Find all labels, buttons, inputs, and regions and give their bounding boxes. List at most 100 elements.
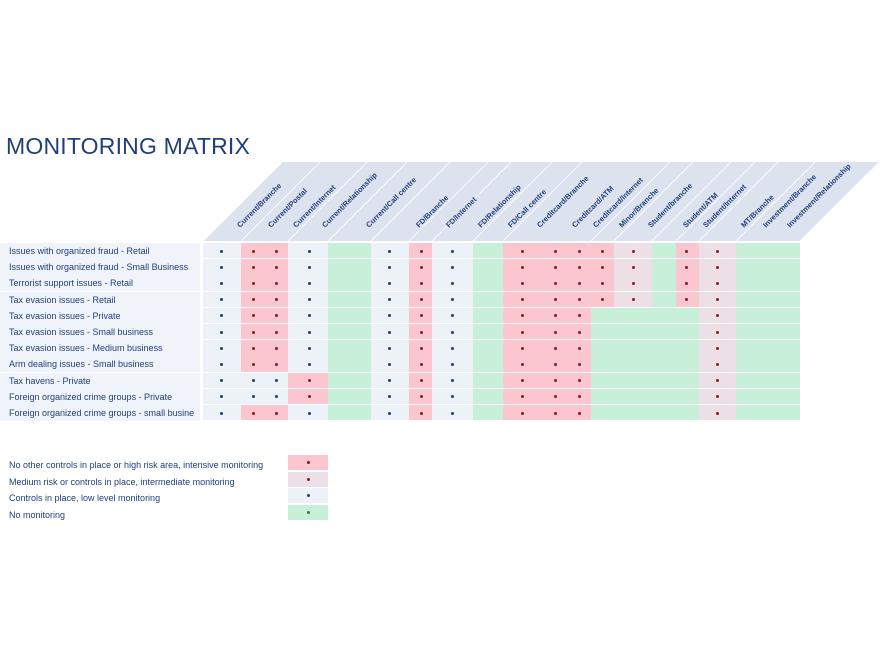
marker-dot — [520, 298, 524, 302]
header-divider — [502, 161, 583, 242]
marker-dot — [251, 379, 255, 383]
matrix-cell — [676, 307, 699, 324]
marker-dot — [387, 314, 391, 318]
matrix-cell — [736, 243, 800, 259]
column-header-label: MT/Branche — [739, 193, 776, 230]
marker-dot — [274, 379, 278, 383]
legend-label: No other controls in place or high risk … — [9, 460, 264, 470]
matrix-cell — [503, 340, 591, 356]
column-header-label: FD/Relationship — [476, 182, 523, 229]
matrix-cell — [473, 307, 503, 324]
marker-dot — [631, 281, 635, 285]
marker-dot — [450, 265, 454, 269]
marker-dot — [307, 346, 311, 350]
header-divider — [408, 161, 489, 242]
header-divider — [799, 161, 880, 242]
matrix-cell — [473, 388, 503, 405]
row-label: Tax evasion issues - Medium business — [0, 340, 200, 357]
matrix-cell — [503, 372, 591, 388]
marker-dot — [387, 281, 391, 285]
marker-dot — [600, 249, 604, 253]
matrix-cell — [328, 291, 371, 307]
marker-dot — [219, 346, 223, 350]
matrix-cell — [241, 275, 288, 291]
column-header-label: Creditcard/ATM — [570, 184, 615, 229]
marker-dot — [520, 379, 524, 383]
matrix-cell — [736, 275, 800, 291]
marker-dot — [450, 314, 454, 318]
marker-dot — [715, 314, 719, 318]
header-divider — [735, 161, 816, 242]
matrix-cell — [676, 275, 699, 291]
matrix-cell — [241, 372, 288, 388]
marker-dot — [419, 395, 423, 399]
legend-dot — [306, 461, 310, 464]
matrix-cell — [328, 324, 371, 340]
marker-dot — [274, 346, 278, 350]
marker-dot — [715, 379, 719, 383]
marker-dot — [450, 330, 454, 334]
matrix-cell — [652, 340, 676, 356]
header-divider — [613, 161, 694, 242]
legend-dot — [306, 477, 310, 481]
marker-dot — [553, 249, 557, 253]
row-label: Issues with organized fraud - Retail — [0, 243, 200, 259]
marker-dot — [274, 395, 278, 399]
matrix-cell — [676, 340, 699, 356]
marker-dot — [553, 314, 557, 318]
marker-dot — [684, 265, 688, 269]
marker-dot — [219, 379, 223, 383]
column-header-label: FD/Call centre — [506, 187, 548, 229]
header-divider — [698, 161, 779, 242]
matrix-cell — [652, 243, 676, 259]
marker-dot — [520, 395, 524, 399]
marker-dot — [219, 411, 223, 415]
matrix-cell — [652, 307, 676, 324]
marker-dot — [450, 379, 454, 383]
row-label: Tax evasion issues - Retail — [0, 291, 200, 308]
legend-label: Medium risk or controls in place, interm… — [9, 476, 235, 487]
row-label: Tax evasion issues - Private — [0, 307, 200, 324]
marker-dot — [219, 362, 223, 366]
matrix-cell — [614, 405, 652, 421]
matrix-cell — [503, 275, 591, 291]
row-label: Foreign organized crime groups - small b… — [0, 405, 200, 421]
matrix-cell — [241, 307, 288, 324]
marker-dot — [251, 411, 255, 415]
marker-dot — [419, 249, 423, 253]
matrix-cell — [328, 243, 371, 259]
marker-dot — [553, 330, 557, 334]
marker-dot — [307, 249, 311, 253]
marker-dot — [577, 281, 581, 285]
marker-dot — [307, 411, 311, 415]
row-label: Issues with organized fraud - Small Busi… — [0, 259, 200, 276]
marker-dot — [274, 314, 278, 318]
marker-dot — [553, 298, 557, 302]
marker-dot — [577, 379, 581, 383]
column-header-label: Investment/Branche — [761, 172, 818, 229]
matrix-cell — [503, 243, 591, 259]
marker-dot — [450, 249, 454, 253]
matrix-cell — [503, 405, 591, 421]
marker-dot — [387, 346, 391, 350]
matrix-cell — [652, 405, 676, 421]
matrix-cell — [676, 388, 699, 405]
marker-dot — [219, 330, 223, 334]
marker-dot — [715, 249, 719, 253]
column-header-label: Current/Call centre — [364, 175, 418, 229]
marker-dot — [307, 265, 311, 269]
marker-dot — [219, 298, 223, 302]
marker-dot — [715, 411, 719, 415]
marker-dot — [419, 379, 423, 383]
matrix-cell — [328, 372, 371, 388]
matrix-cell — [676, 243, 699, 259]
marker-dot — [251, 395, 255, 399]
matrix-cell — [473, 275, 503, 291]
marker-dot — [715, 281, 719, 285]
column-header-label: Creditcard/Branche — [535, 174, 591, 230]
header-divider — [590, 161, 671, 242]
matrix-cell — [652, 291, 676, 307]
marker-dot — [419, 346, 423, 350]
header-divider — [370, 161, 451, 242]
header-band — [203, 162, 880, 241]
